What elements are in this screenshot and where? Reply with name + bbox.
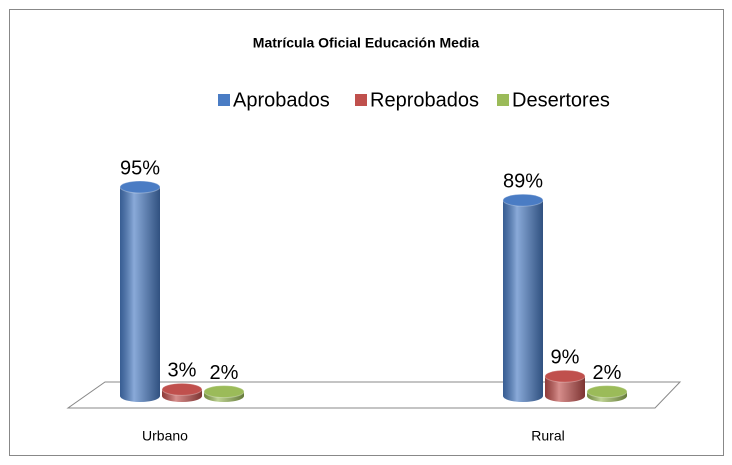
bar	[586, 385, 628, 402]
data-label: 2%	[210, 362, 239, 384]
data-label: 9%	[551, 346, 580, 368]
bar-top	[161, 382, 203, 396]
bar-top	[544, 369, 586, 383]
legend-label: Reprobados	[370, 89, 479, 111]
bar-shade	[120, 187, 160, 402]
legend-label: Desertores	[512, 89, 610, 111]
data-label: 95%	[120, 157, 160, 179]
data-label: 3%	[168, 360, 197, 382]
legend-swatch	[218, 94, 230, 106]
bar-top	[119, 180, 161, 194]
x-tick-label: Urbano	[142, 428, 188, 444]
data-label: 2%	[593, 362, 622, 384]
bar-shade	[545, 376, 585, 402]
chart-title: Matrícula Oficial Educación Media	[253, 35, 480, 51]
bar-shade	[503, 200, 543, 402]
bar-top	[502, 193, 544, 207]
bar-top	[203, 385, 245, 399]
bar	[544, 369, 586, 402]
x-tick-label: Rural	[531, 428, 564, 444]
data-label: 89%	[503, 170, 543, 192]
legend-swatch	[355, 94, 367, 106]
bar	[502, 193, 544, 402]
bar	[203, 385, 245, 402]
bar-top	[586, 385, 628, 399]
bar	[119, 180, 161, 402]
bar	[161, 382, 203, 402]
legend-label: Aprobados	[233, 89, 330, 111]
legend-swatch	[497, 94, 509, 106]
